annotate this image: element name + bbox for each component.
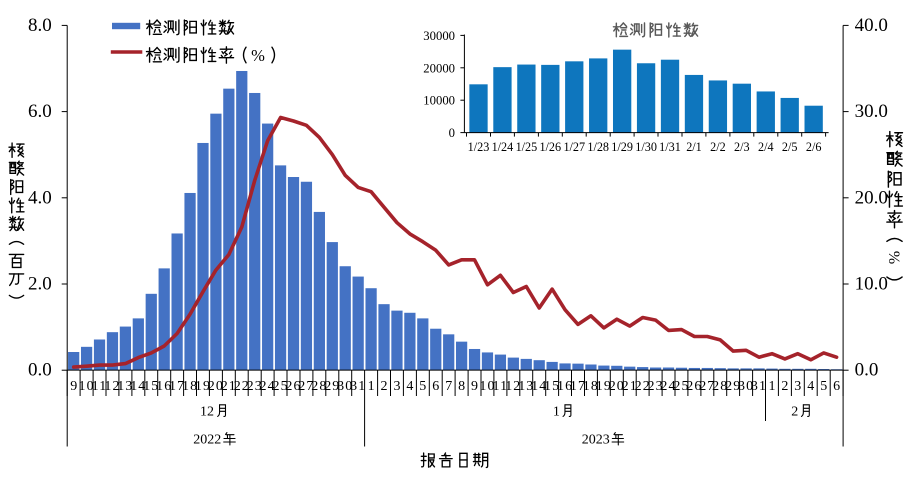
svg-text:2/3: 2/3 — [734, 140, 750, 154]
svg-text:0.0: 0.0 — [28, 360, 52, 381]
svg-text:24: 24 — [660, 379, 676, 394]
svg-text:3: 3 — [394, 379, 401, 394]
svg-text:30: 30 — [337, 379, 353, 394]
svg-text:2022: 2022 — [193, 433, 221, 448]
svg-text:30.0: 30.0 — [855, 101, 888, 122]
svg-text:1/28: 1/28 — [587, 140, 609, 154]
svg-text:2/2: 2/2 — [710, 140, 726, 154]
svg-text:10.0: 10.0 — [855, 274, 888, 295]
svg-text:1: 1 — [368, 379, 375, 394]
svg-text:18: 18 — [583, 379, 599, 394]
svg-text:2/1: 2/1 — [686, 140, 702, 154]
svg-text:30000: 30000 — [423, 29, 455, 43]
svg-text:40.0: 40.0 — [855, 15, 888, 36]
svg-text:2: 2 — [781, 379, 788, 394]
svg-text:13: 13 — [117, 379, 133, 394]
svg-text:1/26: 1/26 — [539, 140, 561, 154]
svg-text:2/4: 2/4 — [758, 140, 774, 154]
svg-text:1: 1 — [553, 405, 560, 420]
svg-text:31: 31 — [751, 379, 767, 394]
svg-text:1: 1 — [769, 379, 776, 394]
svg-text:23: 23 — [247, 379, 263, 394]
svg-text:12: 12 — [200, 405, 214, 420]
svg-text:8.0: 8.0 — [28, 15, 52, 36]
svg-text:27: 27 — [699, 379, 715, 394]
svg-text:30: 30 — [738, 379, 754, 394]
svg-text:15: 15 — [143, 379, 159, 394]
svg-text:6: 6 — [432, 379, 439, 394]
svg-text:19: 19 — [596, 379, 612, 394]
svg-text:23: 23 — [647, 379, 663, 394]
svg-text:20: 20 — [609, 379, 625, 394]
svg-text:13: 13 — [518, 379, 534, 394]
svg-text:16: 16 — [156, 379, 172, 394]
svg-text:22: 22 — [635, 379, 651, 394]
svg-text:14: 14 — [130, 379, 146, 394]
svg-text:2023: 2023 — [582, 433, 610, 448]
svg-text:9: 9 — [471, 379, 478, 394]
svg-text:5: 5 — [419, 379, 426, 394]
svg-text:%: % — [251, 46, 265, 65]
svg-text:27: 27 — [298, 379, 314, 394]
svg-text:12: 12 — [104, 379, 120, 394]
svg-text:21: 21 — [622, 379, 638, 394]
svg-text:28: 28 — [712, 379, 728, 394]
svg-text:1/29: 1/29 — [611, 140, 633, 154]
svg-text:17: 17 — [169, 379, 185, 394]
svg-text:21: 21 — [221, 379, 237, 394]
svg-text:20: 20 — [208, 379, 224, 394]
svg-text:10000: 10000 — [423, 94, 455, 108]
svg-text:1/23: 1/23 — [468, 140, 490, 154]
svg-text:16: 16 — [557, 379, 573, 394]
svg-text:24: 24 — [259, 379, 275, 394]
svg-text:26: 26 — [686, 379, 702, 394]
svg-text:19: 19 — [195, 379, 211, 394]
svg-text:1/31: 1/31 — [659, 140, 681, 154]
svg-text:11: 11 — [92, 379, 108, 394]
svg-text:%: % — [885, 251, 902, 264]
svg-text:4: 4 — [807, 379, 814, 394]
svg-text:14: 14 — [531, 379, 547, 394]
svg-text:4.0: 4.0 — [28, 187, 52, 208]
svg-text:22: 22 — [234, 379, 250, 394]
svg-text:25: 25 — [272, 379, 288, 394]
svg-text:3: 3 — [794, 379, 801, 394]
svg-text:20.0: 20.0 — [855, 187, 888, 208]
svg-text:6: 6 — [833, 379, 840, 394]
svg-text:2.0: 2.0 — [28, 274, 52, 295]
svg-text:26: 26 — [285, 379, 301, 394]
svg-text:2: 2 — [791, 405, 798, 420]
svg-text:25: 25 — [673, 379, 689, 394]
svg-text:10: 10 — [479, 379, 495, 394]
svg-text:5: 5 — [820, 379, 827, 394]
svg-text:9: 9 — [70, 379, 77, 394]
svg-text:18: 18 — [182, 379, 198, 394]
svg-text:29: 29 — [324, 379, 340, 394]
svg-text:1/30: 1/30 — [635, 140, 657, 154]
svg-text:15: 15 — [544, 379, 560, 394]
svg-text:28: 28 — [311, 379, 327, 394]
svg-text:31: 31 — [350, 379, 366, 394]
svg-text:2: 2 — [381, 379, 388, 394]
svg-text:1/27: 1/27 — [563, 140, 585, 154]
svg-text:0.0: 0.0 — [855, 360, 879, 381]
svg-text:6.0: 6.0 — [28, 101, 52, 122]
svg-text:17: 17 — [570, 379, 586, 394]
svg-text:2/5: 2/5 — [782, 140, 798, 154]
svg-text:29: 29 — [725, 379, 741, 394]
svg-text:1/25: 1/25 — [516, 140, 538, 154]
svg-text:2/6: 2/6 — [806, 140, 822, 154]
svg-text:0: 0 — [449, 126, 455, 140]
svg-text:10: 10 — [78, 379, 94, 394]
svg-text:7: 7 — [445, 379, 452, 394]
svg-text:4: 4 — [406, 379, 413, 394]
svg-text:12: 12 — [505, 379, 521, 394]
svg-text:1/24: 1/24 — [492, 140, 514, 154]
svg-text:8: 8 — [458, 379, 465, 394]
svg-text:20000: 20000 — [423, 61, 455, 75]
svg-text:11: 11 — [493, 379, 509, 394]
